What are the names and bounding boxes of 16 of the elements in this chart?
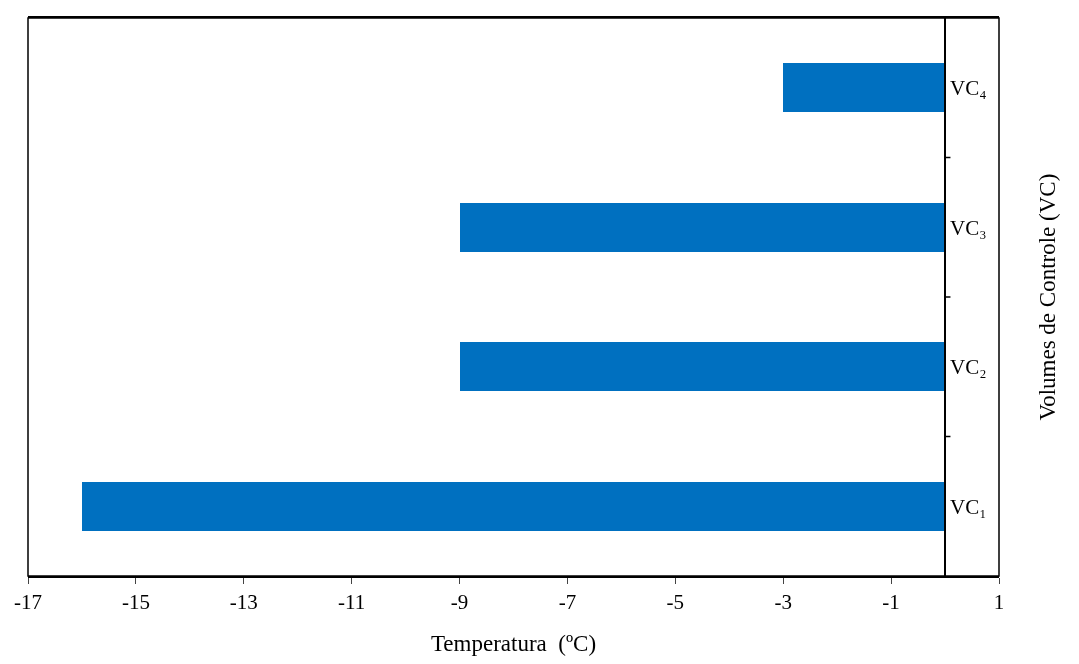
x-tick-label: -7 <box>558 589 577 614</box>
x-tick-label: -1 <box>882 589 900 614</box>
y-tick-label: VC₃ <box>950 215 987 240</box>
x-tick-label: -15 <box>121 589 150 614</box>
y-tick-label: VC₄ <box>950 76 987 101</box>
y-tick-label: VC₁ <box>950 494 987 519</box>
x-tick-label: -11 <box>338 589 366 614</box>
x-tick-label: -13 <box>229 589 258 614</box>
x-tick-label: -17 <box>14 589 42 614</box>
x-tick-label: -5 <box>666 589 685 614</box>
x-tick-label: 1 <box>993 589 1005 614</box>
x-tick-label: -9 <box>450 589 469 614</box>
y-tick-label: VC₂ <box>950 355 987 380</box>
x-axis-title: Temperatura (ºC) <box>430 631 597 657</box>
y-axis-title: Volumes de Controle (VC) <box>1034 173 1060 421</box>
x-tick-label: -3 <box>774 589 792 614</box>
